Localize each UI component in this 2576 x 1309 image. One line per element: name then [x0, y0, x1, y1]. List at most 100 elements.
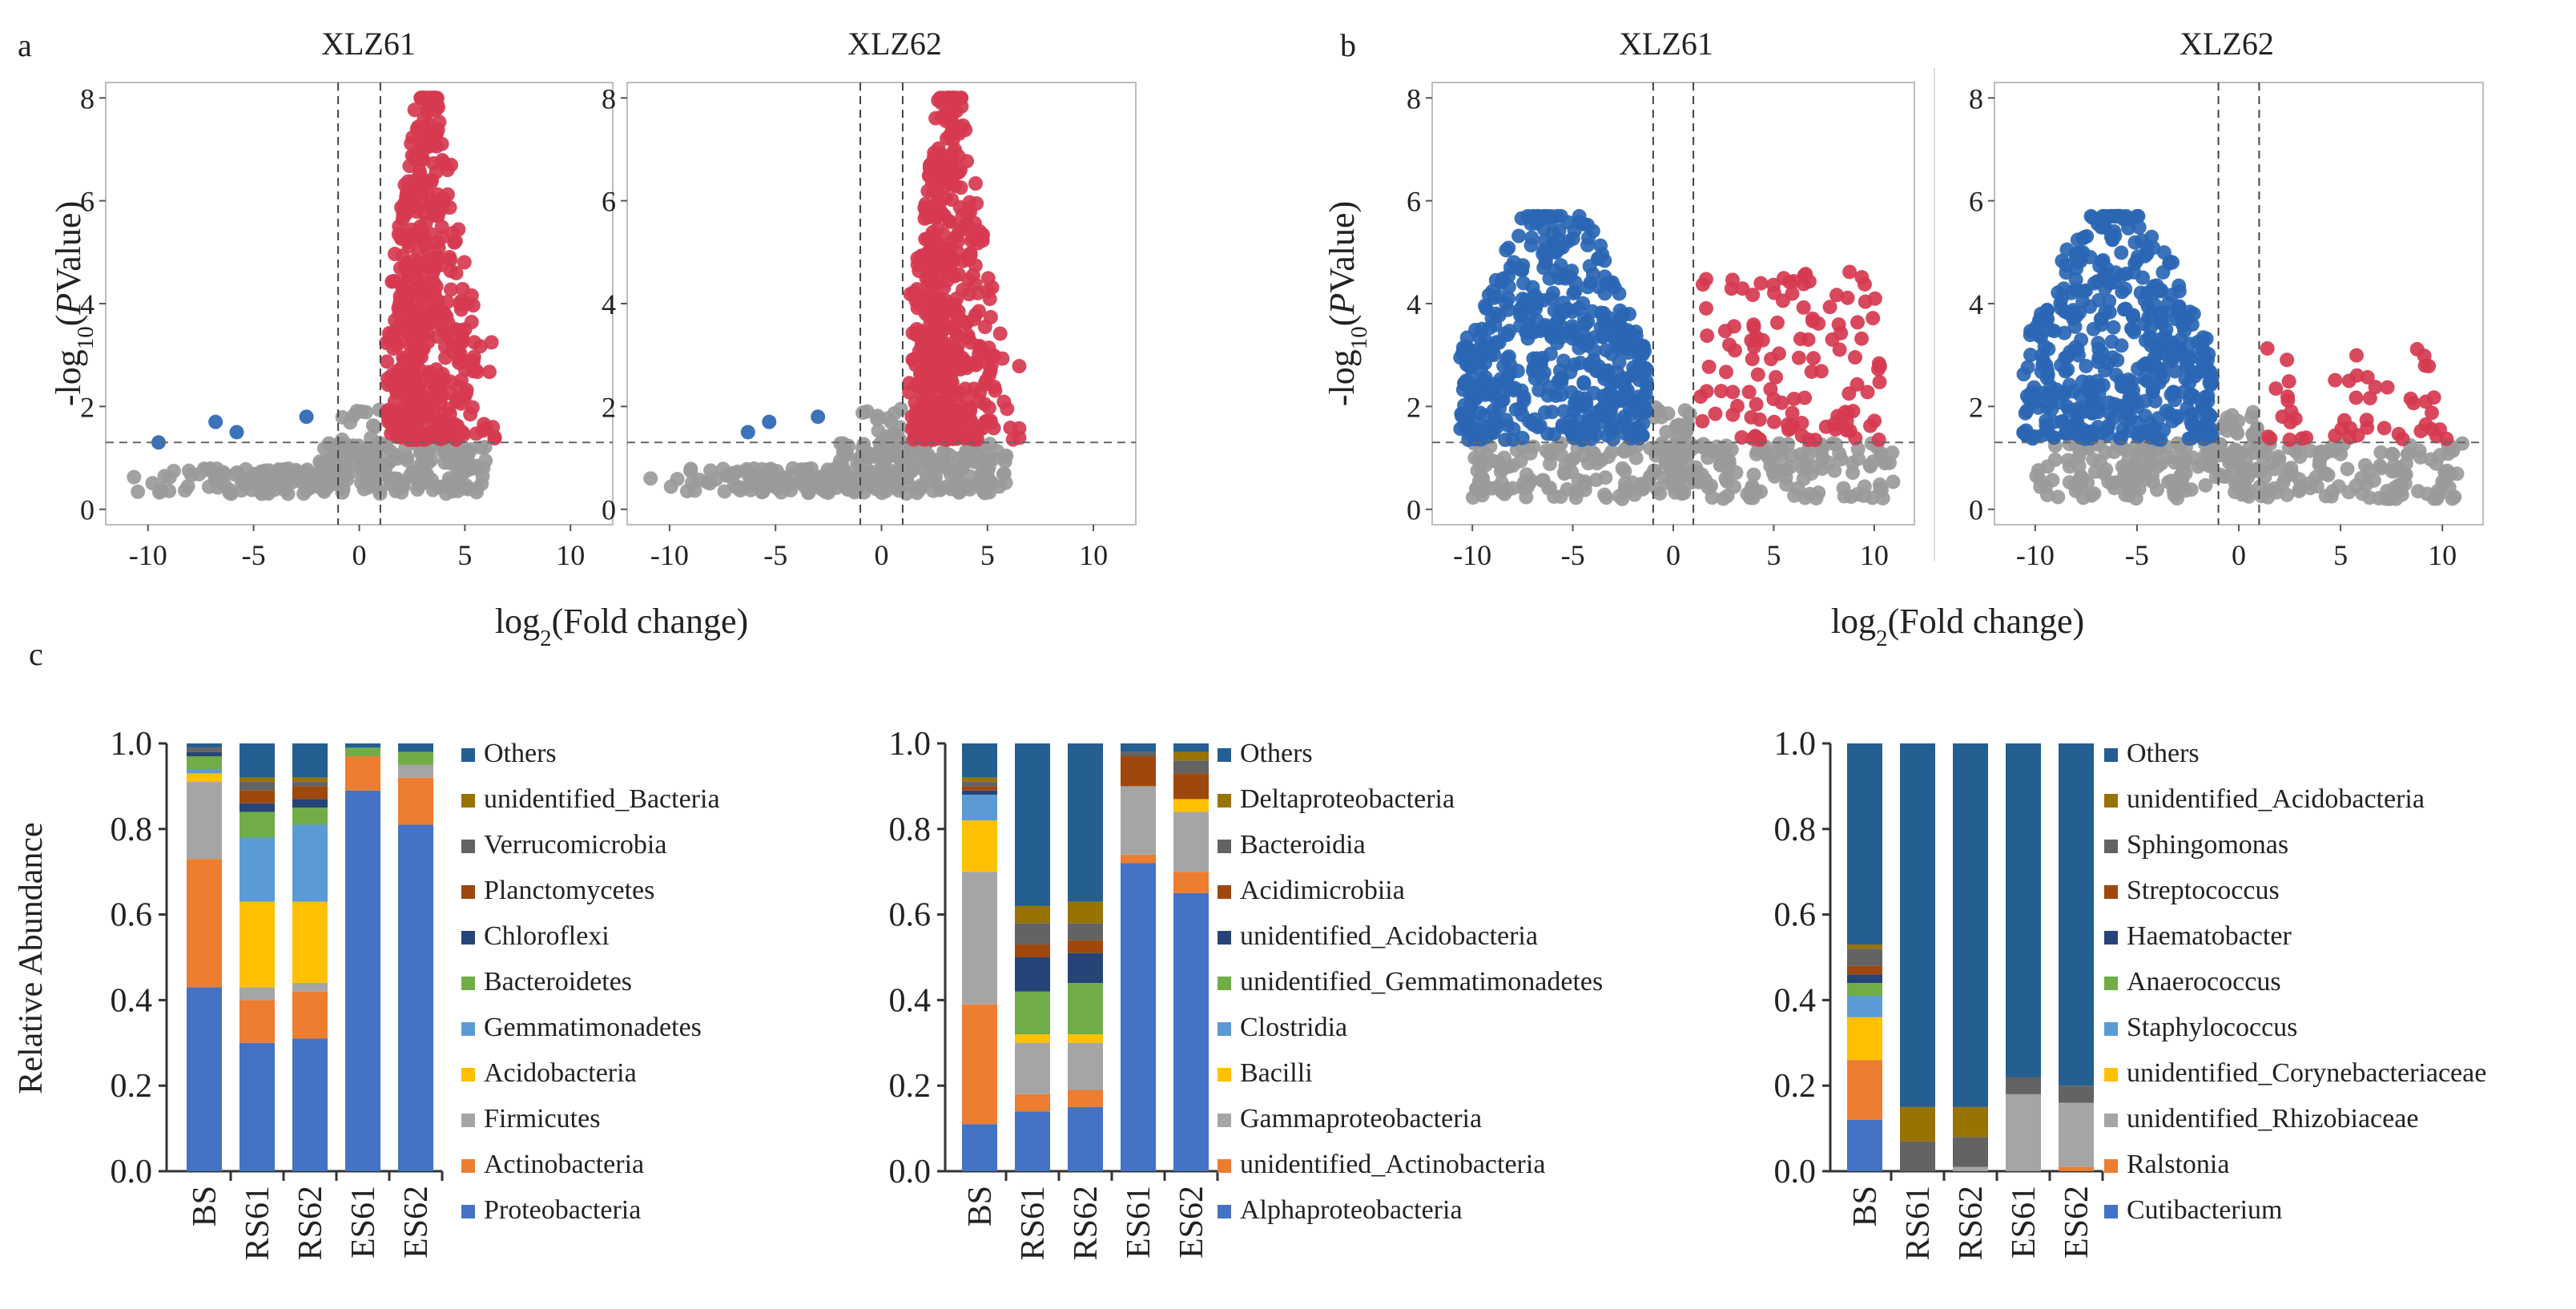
bar-segment-firmicutes	[187, 782, 222, 860]
point-up	[481, 365, 497, 380]
point-not-significant	[408, 468, 423, 483]
point-not-significant	[1814, 461, 1829, 477]
point-up	[939, 340, 954, 355]
point-up	[1806, 351, 1821, 366]
panel-label-c: c	[29, 636, 43, 672]
legend-label: Bacilli	[1240, 1058, 1313, 1088]
point-up	[1764, 352, 1779, 367]
point-down	[1621, 333, 1636, 348]
legend-label: unidentified_Corynebacteriaceae	[2127, 1058, 2486, 1088]
point-down	[2058, 364, 2073, 379]
legend-swatch	[2104, 1114, 2118, 1127]
legend-swatch	[1218, 977, 1231, 990]
x-tick-label: BS	[962, 1186, 999, 1226]
point-down	[1463, 399, 1479, 414]
point-up	[437, 430, 452, 445]
y-tick-label: 1.0	[889, 726, 932, 763]
point-not-significant	[425, 482, 441, 497]
point-not-significant	[1682, 406, 1697, 421]
point-not-significant	[1797, 490, 1813, 505]
legend-label: Firmicutes	[484, 1104, 600, 1134]
point-not-significant	[818, 484, 833, 499]
point-up	[983, 363, 998, 378]
point-up	[1828, 421, 1843, 437]
point-up	[1699, 384, 1714, 399]
point-down	[1513, 401, 1528, 417]
point-not-significant	[767, 479, 783, 494]
point-down	[2119, 266, 2134, 281]
point-not-significant	[2288, 444, 2304, 459]
point-up	[1786, 391, 1801, 406]
legend-label: Actinobacteria	[484, 1150, 644, 1179]
point-up	[400, 408, 415, 423]
point-not-significant	[2449, 466, 2465, 481]
y-axis-label: -log10(PValue)	[49, 201, 99, 406]
legend-swatch	[2104, 1022, 2118, 1036]
point-up	[951, 148, 966, 163]
y-tick-label: 0.6	[889, 897, 932, 934]
legend-label: unidentified_Actinobacteria	[1240, 1150, 1545, 1179]
bar-segment-unidentified-corynebacteriaceae	[1847, 1017, 1882, 1061]
point-not-significant	[1523, 445, 1538, 461]
point-down	[1536, 365, 1552, 381]
point-not-significant	[2142, 447, 2157, 462]
point-down	[1482, 320, 1497, 336]
point-down	[2053, 296, 2068, 311]
point-down	[1577, 317, 1592, 332]
point-not-significant	[400, 453, 415, 468]
point-up	[1854, 331, 1870, 346]
point-down	[1536, 208, 1552, 224]
point-not-significant	[2277, 470, 2292, 485]
point-up	[919, 204, 934, 220]
point-not-significant	[1701, 450, 1716, 465]
point-down	[1524, 230, 1540, 245]
point-down	[2079, 229, 2095, 244]
legend-swatch	[461, 1022, 475, 1036]
bar-segment-others	[2059, 743, 2094, 1086]
legend-label: Haematobacter	[2127, 921, 2292, 951]
point-not-significant	[2084, 488, 2099, 503]
point-not-significant	[296, 486, 312, 501]
point-down	[2068, 282, 2083, 297]
point-down	[1512, 318, 1527, 333]
point-up	[947, 357, 962, 373]
point-up	[453, 323, 468, 338]
point-not-significant	[145, 476, 160, 491]
point-not-significant	[887, 406, 902, 421]
point-not-significant	[1827, 463, 1842, 478]
bar-segment-others	[345, 743, 380, 748]
bar-segment-unidentified-rhizobiaceae	[2006, 1094, 2041, 1171]
point-up	[1871, 432, 1886, 447]
point-down	[2039, 302, 2055, 317]
point-not-significant	[2413, 449, 2428, 465]
point-down	[2090, 274, 2105, 289]
point-down	[1501, 349, 1516, 365]
bar-segment-anaerococcus	[1847, 983, 1882, 997]
point-up	[943, 214, 958, 229]
bar-segment-sphingomonas	[2006, 1077, 2041, 1094]
point-not-significant	[2118, 487, 2133, 502]
point-down	[1572, 340, 1587, 356]
point-up	[1774, 395, 1789, 410]
legend-label: unidentified_Gemmatimonadetes	[1240, 967, 1603, 997]
point-down	[1567, 223, 1582, 238]
bar-segment-verrucomicrobia	[239, 782, 275, 791]
point-down	[1547, 427, 1562, 442]
point-up	[1725, 407, 1741, 422]
point-not-significant	[1836, 481, 1851, 496]
point-not-significant	[364, 465, 379, 481]
bar-segment-sphingomonas	[1847, 949, 1882, 966]
point-down	[2079, 358, 2094, 373]
point-up	[972, 304, 987, 319]
x-tick-label: ES61	[1121, 1186, 1157, 1259]
x-tick-label: 10	[1079, 539, 1108, 571]
x-tick-label: 5	[980, 539, 995, 571]
point-not-significant	[280, 486, 296, 501]
point-not-significant	[913, 481, 928, 497]
point-not-significant	[875, 481, 890, 496]
point-down	[1506, 255, 1521, 270]
point-up	[2280, 352, 2295, 368]
bar-segment-unidentified-bacteria	[239, 777, 275, 783]
point-down	[1576, 375, 1592, 390]
point-down	[2179, 359, 2194, 374]
